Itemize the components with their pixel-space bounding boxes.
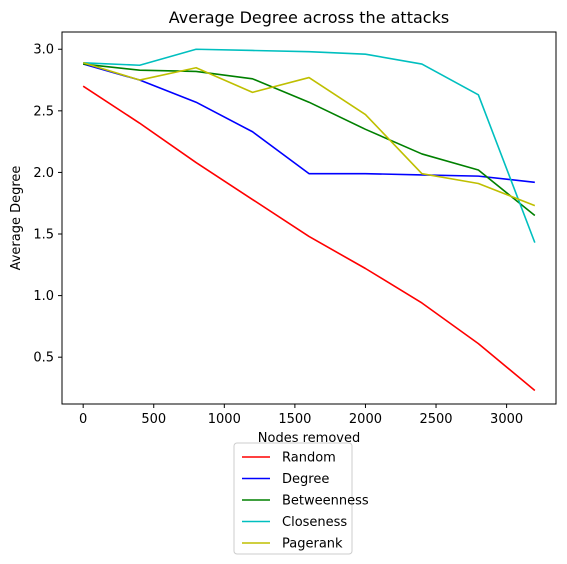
y-tick-label: 0.5 [33,351,54,366]
chart-title: Average Degree across the attacks [169,8,449,27]
legend-label-closeness: Closeness [282,515,347,530]
x-axis-label: Nodes removed [258,431,360,446]
y-tick-label: 1.5 [33,228,54,243]
series-line-closeness [83,48,536,243]
legend-label-degree: Degree [282,472,329,487]
y-tick-label: 2.0 [33,166,54,181]
y-tick-label: 3.0 [33,43,54,58]
x-axis: 0 500 1000 1500 2000 2500 3000 [79,404,523,427]
y-axis-label: Average Degree [9,166,24,271]
legend-items: Random Degree Betweenness Closeness Pagerank [242,451,369,552]
x-tick-label: 1500 [278,412,311,427]
series-lines [82,48,536,392]
y-tick-label: 2.5 [33,104,54,119]
x-tick-label: 2000 [349,412,382,427]
legend-box [233,442,353,555]
legend-label-betweenness: Betweenness [282,494,369,509]
series-line-pagerank [82,62,536,207]
series-line-betweenness [83,63,536,217]
x-tick-label: 500 [141,412,166,427]
x-tick-label: 2500 [419,412,452,427]
y-axis: 0.5 1.0 1.5 2.0 2.5 3.0 [33,43,62,366]
y-tick-label: 1.0 [33,289,54,304]
legend: Random Degree Betweenness Closeness Pagerank [233,442,369,555]
x-tick-label: 3000 [490,412,523,427]
legend-label-pagerank: Pagerank [282,537,343,552]
legend-label-random: Random [282,451,336,466]
series-line-degree [82,63,535,184]
series-line-random [82,85,536,392]
x-tick-label: 0 [79,412,87,427]
plot-frame [61,31,557,405]
x-tick-label: 1000 [208,412,241,427]
